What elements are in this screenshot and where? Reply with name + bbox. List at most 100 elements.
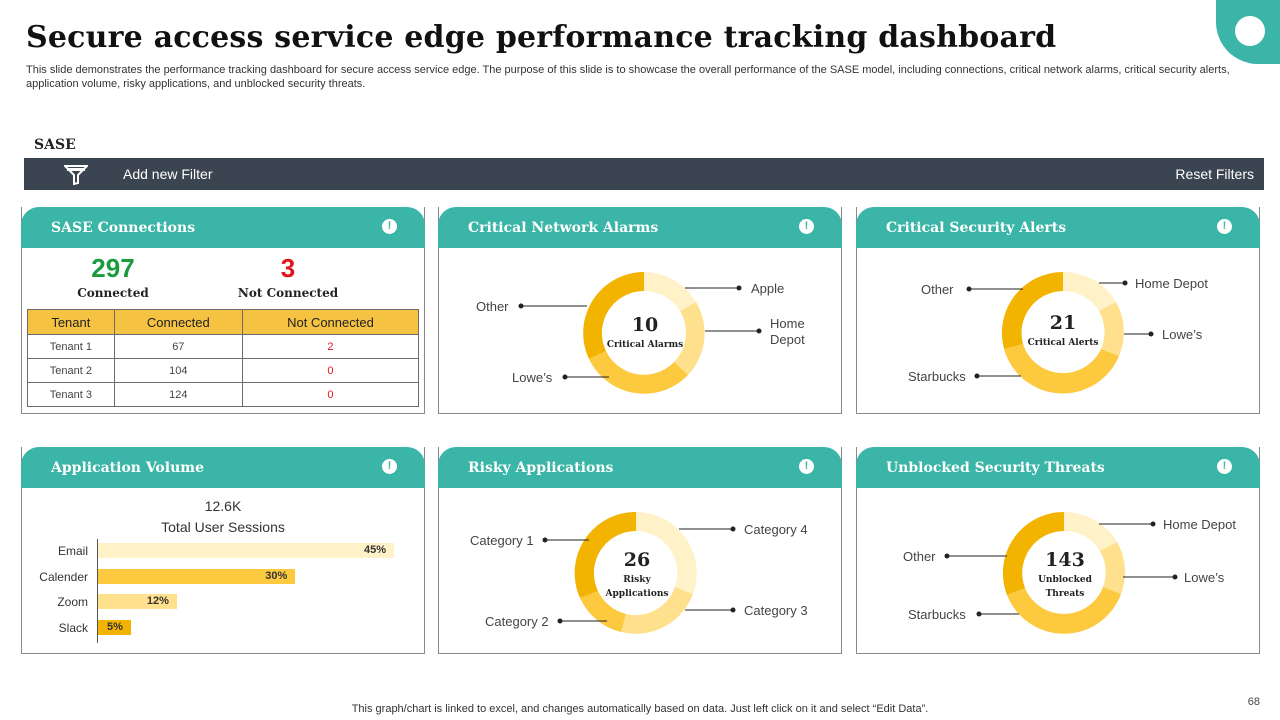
not-connected-cell: 0 bbox=[241, 358, 420, 383]
legend-label: Starbucks bbox=[908, 369, 966, 384]
not-connected-label: Not Connected bbox=[237, 286, 339, 300]
bar-category-label: Calender bbox=[39, 569, 88, 584]
legend-label: Home Depot bbox=[1135, 276, 1208, 291]
bar-category-label: Zoom bbox=[57, 595, 88, 610]
panel-header: Application Volume ! bbox=[21, 447, 425, 488]
donut-segment bbox=[1099, 302, 1124, 356]
column-header-tenant: Tenant bbox=[27, 309, 115, 335]
info-icon[interactable]: ! bbox=[1217, 459, 1232, 474]
legend-label: Lowe’s bbox=[512, 370, 553, 385]
filter-bar: Add new Filter Reset Filters bbox=[24, 158, 1264, 190]
panel-title: Application Volume bbox=[51, 460, 204, 476]
donut-center-value: 21 bbox=[1050, 312, 1076, 334]
donut-segment bbox=[1007, 587, 1121, 634]
connected-cell: 124 bbox=[113, 382, 243, 407]
bar-value-label: 30% bbox=[265, 569, 288, 582]
application-volume-panel: Application Volume ! 12.6K Total User Se… bbox=[21, 447, 425, 654]
bar-value-label: 45% bbox=[363, 544, 386, 556]
bar-calender: 30% bbox=[98, 568, 296, 584]
not-connected-cell: 0 bbox=[241, 382, 420, 407]
legend-label: Depot bbox=[770, 332, 805, 347]
donut-segment bbox=[674, 302, 705, 375]
legend-label: Category 2 bbox=[485, 614, 549, 629]
donut-center-label: Critical Alerts bbox=[1028, 338, 1099, 348]
legend-label: Category 1 bbox=[470, 533, 534, 548]
risky-applications-panel: Risky Applications ! 26 Risky Applicatio… bbox=[438, 447, 842, 654]
bar-row: Zoom 12% bbox=[22, 594, 424, 610]
not-connected-cell: 2 bbox=[241, 334, 420, 359]
network-alarms-donut: 10 Critical Alarms Apple Home Depot Othe… bbox=[476, 272, 805, 394]
donut-segment bbox=[574, 511, 636, 598]
donut-center-value: 10 bbox=[632, 314, 658, 336]
sase-connections-panel: SASE Connections ! 297 3 Connected Not C… bbox=[21, 207, 425, 414]
info-icon[interactable]: ! bbox=[1217, 219, 1232, 234]
bar-category-label: Email bbox=[57, 544, 88, 558]
donut-segment bbox=[621, 587, 693, 634]
tenant-cell: Tenant 3 bbox=[27, 382, 115, 407]
donut-segment bbox=[589, 351, 688, 394]
donut-segment bbox=[1004, 344, 1119, 394]
critical-security-alerts-panel: Critical Security Alerts ! 21 Critical A… bbox=[856, 207, 1260, 414]
tenant-table: Tenant Connected Not Connected Tenant 1 … bbox=[27, 309, 420, 407]
connected-cell: 67 bbox=[113, 334, 243, 359]
funnel-icon[interactable] bbox=[62, 165, 90, 190]
donut-segment bbox=[1063, 271, 1116, 311]
connected-count: 297 bbox=[91, 253, 135, 283]
table-row: Tenant 1 67 2 bbox=[27, 334, 420, 359]
info-icon[interactable]: ! bbox=[382, 219, 397, 234]
donut-segment bbox=[1064, 511, 1117, 551]
info-icon[interactable]: ! bbox=[382, 459, 397, 474]
bar-zoom: 12% bbox=[98, 594, 177, 610]
bar-axis bbox=[97, 539, 98, 643]
column-header-connected: Connected bbox=[113, 309, 243, 335]
legend-label: Other bbox=[903, 549, 936, 564]
panel-title: SASE Connections bbox=[51, 220, 196, 236]
total-sessions-value: 12.6K bbox=[204, 498, 242, 514]
legend-label: Home Depot bbox=[1163, 517, 1236, 532]
table-row: Tenant 2 104 0 bbox=[27, 358, 420, 383]
panel-header: Risky Applications ! bbox=[438, 447, 842, 488]
column-header-not-connected: Not Connected bbox=[241, 309, 420, 335]
info-icon[interactable]: ! bbox=[799, 219, 814, 234]
panel-header: Unblocked Security Threats ! bbox=[856, 447, 1260, 488]
bar-email: 45% bbox=[98, 543, 394, 558]
circle-icon bbox=[1235, 16, 1265, 46]
donut-segment bbox=[1002, 511, 1064, 595]
info-icon[interactable]: ! bbox=[799, 459, 814, 474]
bar-category-label: Slack bbox=[58, 621, 88, 636]
legend-label: Category 3 bbox=[744, 603, 808, 618]
donut-center-label: Unblocked bbox=[1038, 575, 1093, 585]
tenant-cell: Tenant 2 bbox=[27, 358, 115, 383]
bar-row: Slack 5% bbox=[22, 620, 424, 636]
donut-segment bbox=[1100, 542, 1126, 594]
panel-header: Critical Network Alarms ! bbox=[438, 207, 842, 248]
add-filter-button[interactable]: Add new Filter bbox=[123, 166, 213, 182]
risky-apps-donut: 26 Risky Applications Category 4 Categor… bbox=[470, 511, 808, 634]
donut-segment bbox=[1001, 271, 1063, 349]
section-label: SASE bbox=[34, 137, 76, 153]
bar-row: Email 45% bbox=[22, 543, 424, 559]
corner-decoration bbox=[1216, 0, 1280, 64]
panel-title: Critical Network Alarms bbox=[468, 220, 659, 236]
legend-label: Apple bbox=[751, 281, 784, 296]
legend-label: Category 4 bbox=[744, 522, 808, 537]
donut-center-label: Risky bbox=[623, 575, 651, 585]
donut-center-label: Threats bbox=[1046, 589, 1085, 599]
legend-label: Other bbox=[476, 299, 509, 314]
panel-title: Unblocked Security Threats bbox=[886, 460, 1105, 476]
donut-center-label: Critical Alarms bbox=[607, 340, 683, 350]
bar-row: Calender 30% bbox=[22, 568, 424, 585]
connected-label: Connected bbox=[77, 286, 149, 300]
not-connected-count: 3 bbox=[280, 253, 296, 283]
page-title: Secure access service edge performance t… bbox=[26, 20, 1057, 55]
legend-label: Starbucks bbox=[908, 607, 966, 622]
donut-center-value: 143 bbox=[1045, 549, 1085, 571]
bar-slack: 5% bbox=[98, 620, 131, 636]
reset-filters-button[interactable]: Reset Filters bbox=[1175, 166, 1254, 182]
donut-segment bbox=[580, 591, 626, 632]
security-alerts-donut: 21 Critical Alerts Home Depot Lowe’s Oth… bbox=[908, 271, 1208, 394]
unblocked-security-threats-panel: Unblocked Security Threats ! 143 Unblock… bbox=[856, 447, 1260, 654]
critical-network-alarms-panel: Critical Network Alarms ! 10 Critical Al… bbox=[438, 207, 842, 414]
panel-header: Critical Security Alerts ! bbox=[856, 207, 1260, 248]
unblocked-threats-donut: 143 Unblocked Threats Home Depot Lowe’s … bbox=[903, 511, 1236, 634]
